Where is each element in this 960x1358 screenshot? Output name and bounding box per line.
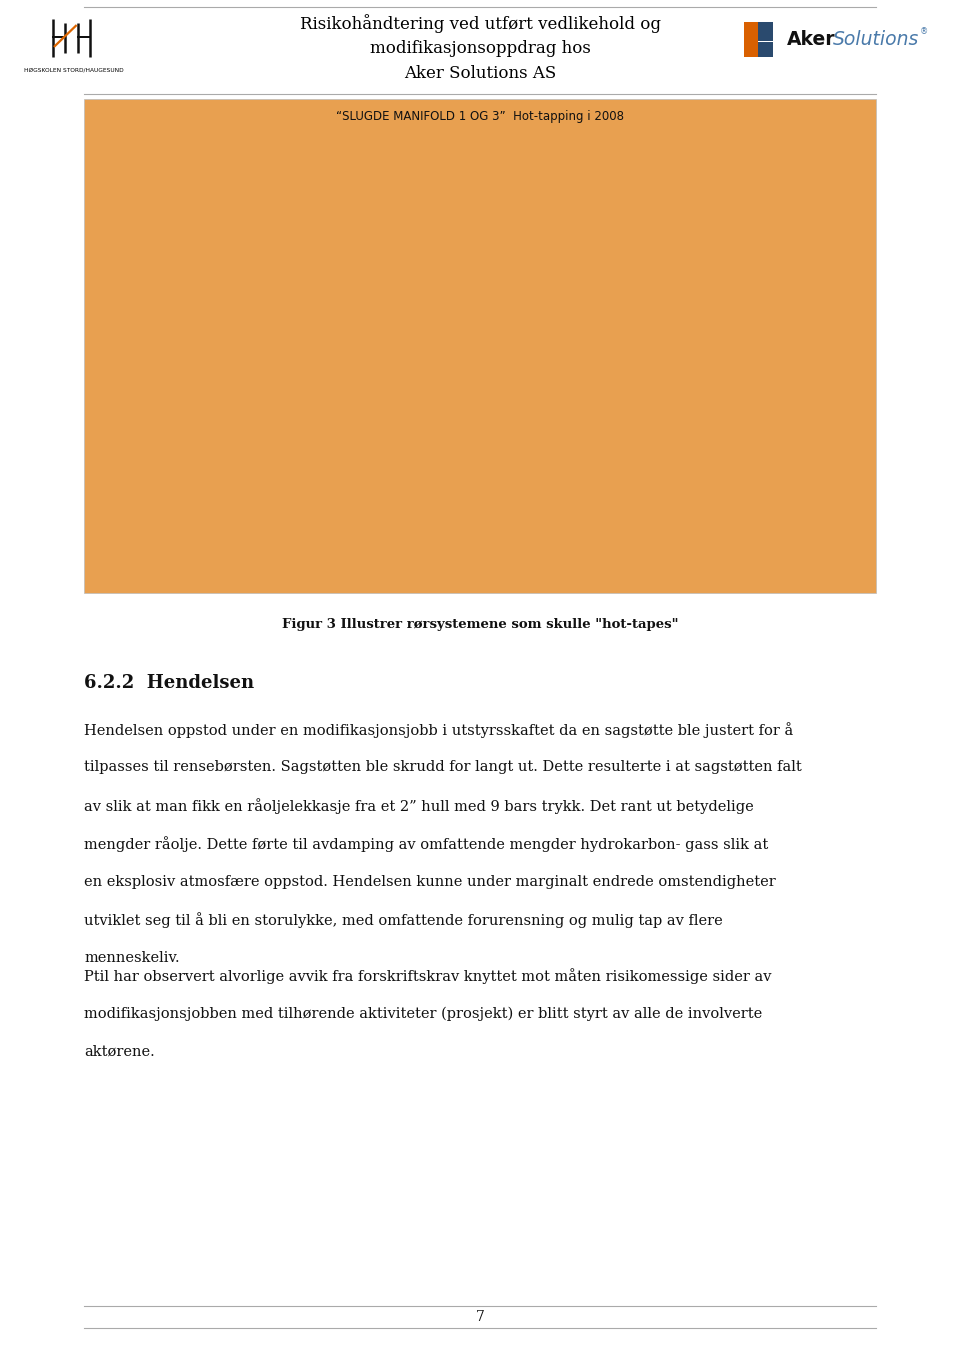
- Text: modifikasjonsjobben med tilhørende aktiviteter (prosjekt) er blitt styrt av alle: modifikasjonsjobben med tilhørende aktiv…: [84, 1006, 763, 1021]
- Bar: [757, 22, 773, 41]
- Text: Hendelsen oppstod under en modifikasjonsjobb i utstyrsskaftet da en sagstøtte bl: Hendelsen oppstod under en modifikasjons…: [84, 722, 794, 739]
- Text: HØGSKOLEN STORD/HAUGESUND: HØGSKOLEN STORD/HAUGESUND: [24, 68, 124, 73]
- Text: av slik at man fikk en råoljelekkasje fra et 2” hull med 9 bars trykk. Det rant : av slik at man fikk en råoljelekkasje fr…: [84, 799, 755, 815]
- Text: mengder råolje. Dette førte til avdamping av omfattende mengder hydrokarbon- gas: mengder råolje. Dette førte til avdampin…: [84, 837, 769, 853]
- Text: aktørene.: aktørene.: [84, 1044, 156, 1058]
- Text: Figur 3 Illustrer rørsystemene som skulle "hot-tapes": Figur 3 Illustrer rørsystemene som skull…: [281, 618, 679, 631]
- Text: tilpasses til rensebørsten. Sagstøtten ble skrudd for langt ut. Dette resulterte: tilpasses til rensebørsten. Sagstøtten b…: [84, 760, 803, 774]
- Text: Ptil har observert alvorlige avvik fra forskriftskrav knyttet mot måten risikome: Ptil har observert alvorlige avvik fra f…: [84, 968, 772, 985]
- Text: Risikohåndtering ved utført vedlikehold og
modifikasjonsoppdrag hos
Aker Solutio: Risikohåndtering ved utført vedlikehold …: [300, 14, 660, 81]
- Text: en eksplosiv atmosfære oppstod. Hendelsen kunne under marginalt endrede omstendi: en eksplosiv atmosfære oppstod. Hendelse…: [84, 875, 777, 888]
- Text: utviklet seg til å bli en storulykke, med omfattende forurensning og mulig tap a: utviklet seg til å bli en storulykke, me…: [84, 913, 723, 929]
- Bar: [757, 42, 773, 57]
- Text: 6.2.2  Hendelsen: 6.2.2 Hendelsen: [84, 674, 254, 691]
- Text: menneskeliv.: menneskeliv.: [84, 951, 180, 964]
- Text: 7: 7: [475, 1310, 485, 1324]
- Bar: [84, 99, 876, 593]
- Text: Solutions: Solutions: [833, 30, 920, 49]
- Bar: [744, 22, 757, 57]
- Text: “SLUGDE MANIFOLD 1 OG 3”  Hot-tapping i 2008: “SLUGDE MANIFOLD 1 OG 3” Hot-tapping i 2…: [336, 110, 624, 124]
- Text: ®: ®: [920, 27, 928, 35]
- Text: Aker: Aker: [787, 30, 836, 49]
